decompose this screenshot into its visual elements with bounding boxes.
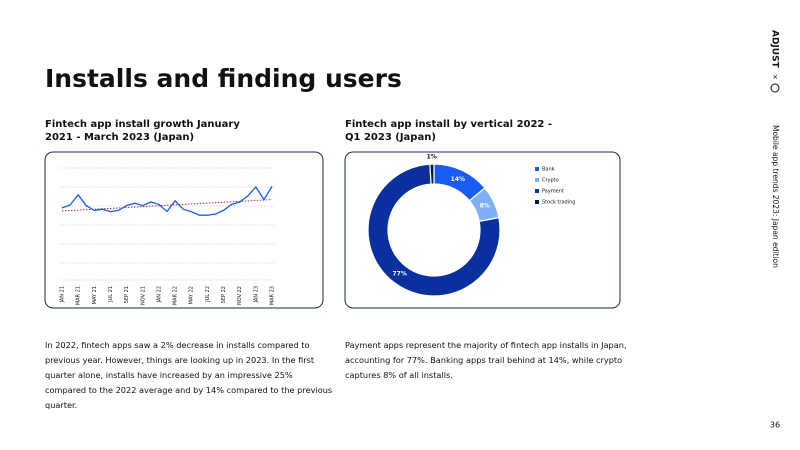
x-tick-label: NOV 22 [237,286,243,305]
legend-swatch [535,200,539,204]
trend-line [61,199,273,212]
legend-swatch [535,167,539,171]
legend-swatch [535,189,539,193]
series-line [61,185,273,216]
x-tick-label: MAY 22 [189,286,195,304]
grid [60,167,275,281]
legend-label: Crypto [542,178,559,184]
legend-label: Stock trading [542,200,575,206]
x-tick-label: JUL 21 [108,286,114,303]
side-title: Mobile app trends 2023: Japan edition [771,125,780,268]
page-number: 36 [770,421,780,430]
x-tick-label: SEP 22 [221,286,227,303]
data-label: 1% [427,154,437,161]
brand: ADJUST [770,30,780,69]
donut-slice [367,163,501,297]
x-tick-label: MAR 22 [173,286,179,305]
data-label: 77% [392,271,406,278]
x-tick-label: JAN 23 [253,286,259,304]
chart-title: Fintech app install by vertical 2022 - Q… [345,119,553,143]
data-label: 8% [480,203,490,210]
x-tick-label: MAR 23 [270,286,276,305]
legend-label: Payment [542,189,564,195]
x-tick-label: SEP 21 [124,286,130,303]
x-tick-label: MAR 21 [76,286,82,305]
x-tick-label: JAN 22 [156,286,162,304]
data-label: 14% [451,176,465,183]
slide-title: Installs and finding users [45,64,402,93]
paragraph: In 2022, fintech apps saw a 2% decrease … [45,340,333,410]
chart-frame [344,151,621,309]
chart-title: Fintech app install growth January 2021 … [45,119,240,143]
legend-swatch [535,178,539,182]
brand-separator: × [771,74,779,80]
paragraph: Payment apps represent the majority of f… [345,340,627,380]
x-tick-label: JAN 21 [60,286,66,304]
chart-frame [44,151,324,309]
x-tick-label: JUL 22 [205,286,211,303]
legend-label: Bank [542,167,555,173]
x-tick-label: MAY 21 [92,286,98,304]
x-tick-label: NOV 21 [140,286,146,305]
donut-slice [429,163,435,185]
side-banner: ADJUST × Mobile app trends 2023: Japan e… [770,30,781,268]
partner-logo [770,83,780,93]
